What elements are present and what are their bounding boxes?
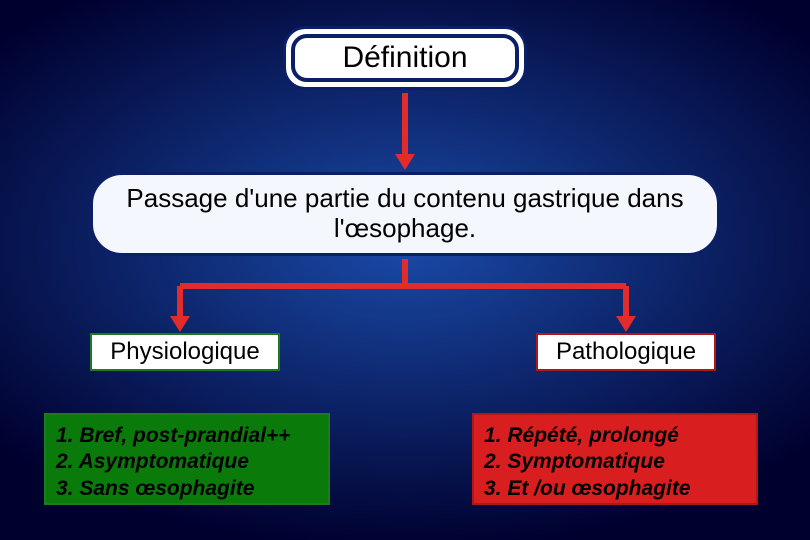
physiologique-detail-line: 1. Bref, post-prandial++ (56, 423, 291, 449)
physiologique-detail-line: 3. Sans œsophagite (56, 476, 254, 502)
physiologique-detail-box: 1. Bref, post-prandial++ 2. Asymptomatiq… (44, 413, 330, 505)
physiologique-label: Physiologique (90, 333, 280, 371)
pathologique-detail-line: 2. Symptomatique (484, 449, 665, 475)
pathologique-detail-box: 1. Répété, prolongé 2. Symptomatique 3. … (472, 413, 758, 505)
pathologique-detail-line: 1. Répété, prolongé (484, 423, 679, 449)
description-box: Passage d'une partie du contenu gastriqu… (90, 172, 720, 256)
pathologique-label: Pathologique (536, 333, 716, 371)
title-inner: Définition (291, 34, 519, 82)
physiologique-detail-line: 2. Asymptomatique (56, 449, 249, 475)
pathologique-label-text: Pathologique (556, 338, 696, 366)
title-text: Définition (342, 41, 467, 75)
physiologique-label-text: Physiologique (110, 338, 259, 366)
description-text: Passage d'une partie du contenu gastriqu… (117, 184, 693, 244)
pathologique-detail-line: 3. Et /ou œsophagite (484, 476, 691, 502)
title-box: Définition (283, 26, 527, 90)
